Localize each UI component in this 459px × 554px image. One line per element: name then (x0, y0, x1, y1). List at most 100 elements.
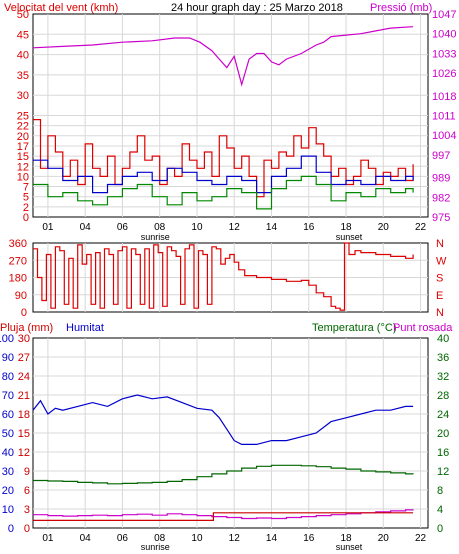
x-tick-label: 12 (229, 222, 241, 233)
x-tick-label: 08 (154, 222, 166, 233)
humidity-tick-label: 30 (2, 466, 14, 478)
wind-tick-label: 15 (17, 151, 29, 163)
x-tick-label: 18 (340, 222, 352, 233)
series-line-puntrosada (33, 509, 414, 520)
pressure-tick-label: 1018 (432, 91, 456, 103)
sunset-label: sunset (336, 232, 363, 242)
x-tick-label: 06 (117, 222, 129, 233)
chart-panels: 0257101215172022253035404550975982989997… (0, 9, 456, 552)
compass-tick-label: N (436, 238, 444, 250)
direction-tick-label: 360 (9, 238, 27, 250)
x-tick-label: 22 (415, 533, 427, 544)
x-tick-label: 04 (80, 222, 92, 233)
pressure-tick-label: 997 (432, 150, 450, 162)
sunrise-label: sunrise (141, 232, 170, 242)
sunset-label: sunset (336, 542, 363, 552)
x-tick-label: 10 (191, 533, 203, 544)
sunrise-label: sunrise (141, 542, 170, 552)
x-tick-label: 12 (229, 533, 241, 544)
x-tick-label: 14 (266, 533, 278, 544)
humidity-tick-label: 70 (2, 390, 14, 402)
temp-tick-label: 0 (437, 523, 443, 535)
wind-axis-label: Velocitat del vent (kmh) (4, 2, 118, 14)
rain-axis-label: Pluja (mm) (0, 322, 53, 334)
rain-tick-label: 18 (18, 409, 30, 421)
wind-tick-label: 35 (17, 70, 29, 82)
x-tick-label: 20 (378, 222, 390, 233)
x-tick-label: 16 (303, 222, 315, 233)
humidity-tick-label: 40 (2, 447, 14, 459)
direction-tick-label: 90 (15, 290, 27, 302)
pressure-tick-label: 982 (432, 192, 450, 204)
temp-tick-label: 32 (437, 371, 449, 383)
wind-tick-label: 5 (23, 192, 29, 204)
temp-tick-label: 28 (437, 390, 449, 402)
series-line-pluja (33, 512, 414, 521)
rain-tick-label: 30 (18, 333, 30, 345)
rain-tick-label: 12 (18, 447, 30, 459)
compass-tick-label: S (436, 273, 443, 285)
rain-tick-label: 21 (18, 390, 30, 402)
humidity-axis-label: Humitat (66, 322, 104, 334)
humidity-tick-label: 20 (2, 485, 14, 497)
wind-tick-label: 45 (17, 29, 29, 41)
wind-tick-label: 7 (23, 182, 29, 194)
direction-tick-label: 0 (21, 307, 27, 319)
wind-tick-label: 40 (17, 50, 29, 62)
rain-tick-label: 15 (18, 428, 30, 440)
pressure-tick-label: 989 (432, 173, 450, 185)
wind-tick-label: 0 (23, 212, 29, 224)
rain-tick-label: 6 (24, 485, 30, 497)
series-line-pressi (32, 26, 414, 87)
x-tick-label: 18 (340, 533, 352, 544)
compass-tick-label: N (436, 307, 444, 319)
wind-tick-label: 12 (17, 161, 29, 173)
humidity-tick-label: 60 (2, 409, 14, 421)
temp-tick-label: 40 (437, 333, 449, 345)
humidity-tick-label: 50 (2, 428, 14, 440)
temp-tick-label: 8 (437, 485, 443, 497)
temp-tick-label: 4 (437, 504, 443, 516)
x-tick-label: 01 (42, 222, 54, 233)
compass-tick-label: E (436, 290, 443, 302)
series-line-humitat (32, 394, 414, 445)
rain-tick-label: 24 (18, 371, 30, 383)
x-tick-label: 06 (117, 533, 129, 544)
rain-tick-label: 9 (24, 466, 30, 478)
pressure-tick-label: 975 (432, 212, 450, 224)
x-tick-label: 10 (191, 222, 203, 233)
chart-title: 24 hour graph day : 25 Marzo 2018 (171, 2, 343, 14)
pressure-tick-label: 1004 (432, 130, 456, 142)
temp-tick-label: 20 (437, 428, 449, 440)
pressure-axis-label: Pressió (mb) (370, 2, 432, 14)
series-line-mitjana (33, 155, 414, 194)
x-tick-label: 04 (80, 533, 92, 544)
wind-tick-label: 50 (17, 9, 29, 21)
series-line-direccio (33, 242, 414, 311)
x-tick-label: 01 (42, 533, 54, 544)
temp-tick-label: 36 (437, 352, 449, 364)
temp-tick-label: 16 (437, 447, 449, 459)
wind-tick-label: 30 (17, 90, 29, 102)
pressure-tick-label: 1026 (432, 68, 456, 80)
pressure-tick-label: 1047 (432, 9, 456, 21)
humidity-tick-label: 10 (2, 504, 14, 516)
temp-tick-label: 24 (437, 409, 449, 421)
humidity-tick-label: 90 (2, 352, 14, 364)
temp-tick-label: 12 (437, 466, 449, 478)
wind-tick-label: 25 (17, 111, 29, 123)
x-tick-label: 20 (378, 533, 390, 544)
humidity-tick-label: 100 (0, 333, 14, 345)
pressure-tick-label: 1040 (432, 29, 456, 41)
humidity-tick-label: 80 (2, 371, 14, 383)
series-line-temperatura (33, 464, 414, 485)
wind-tick-label: 20 (17, 131, 29, 143)
x-tick-label: 22 (415, 222, 427, 233)
rain-tick-label: 3 (24, 504, 30, 516)
wind-tick-label: 22 (17, 121, 29, 133)
pressure-tick-label: 1011 (432, 111, 456, 123)
dewpoint-axis-label: Punt rosada (393, 322, 453, 334)
direction-tick-label: 180 (9, 273, 27, 285)
wind-tick-label: 2 (23, 202, 29, 214)
